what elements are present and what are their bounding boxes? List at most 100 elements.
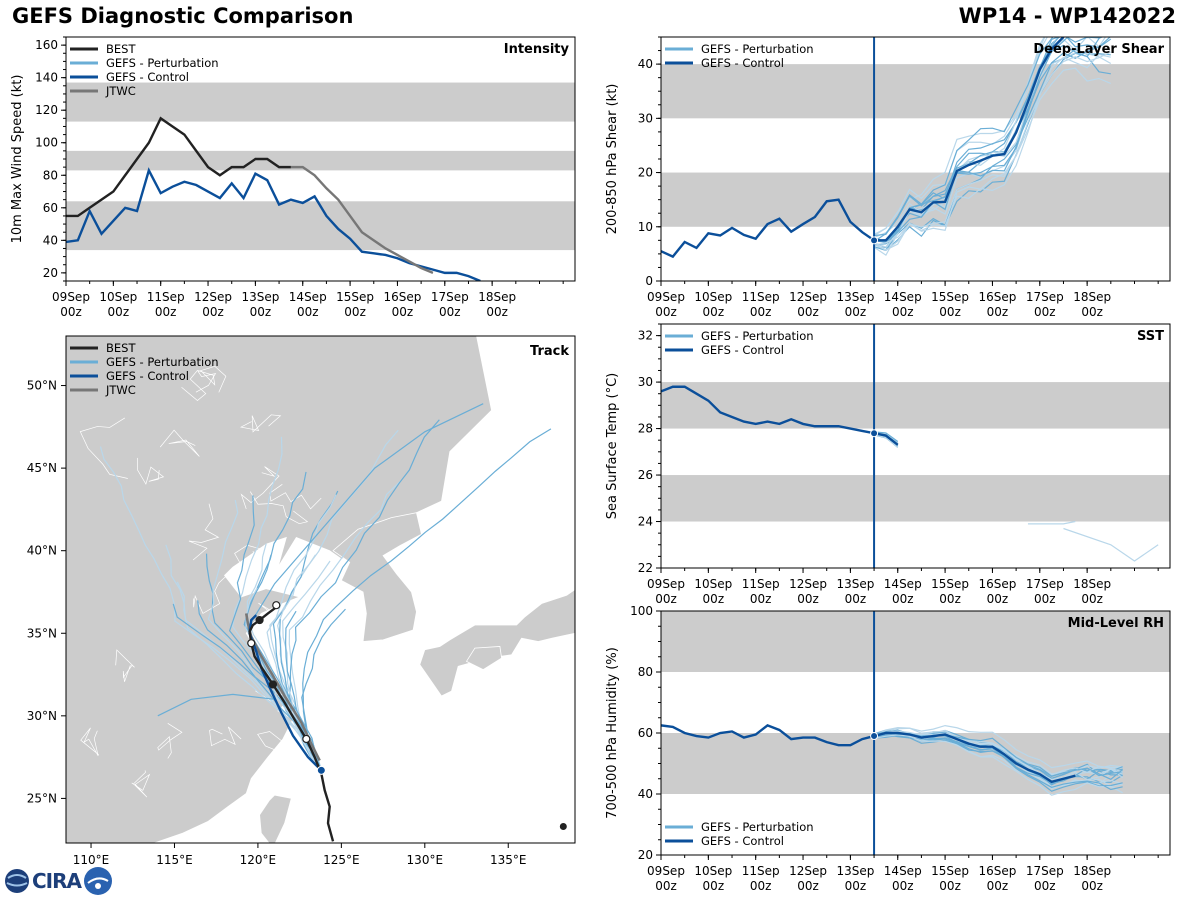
x-tick-hour: 00z bbox=[108, 305, 130, 319]
legend-label: GEFS - Perturbation bbox=[701, 42, 814, 56]
x-tick-label: 17Sep bbox=[1026, 290, 1064, 304]
panel-title: Mid-Level RH bbox=[1068, 616, 1164, 631]
x-tick-label: 15Sep bbox=[931, 290, 969, 304]
x-tick-label: 12Sep bbox=[194, 290, 232, 304]
x-tick-label: 11Sep bbox=[742, 577, 780, 591]
y-tick-label: 100 bbox=[630, 604, 653, 618]
perturbation-line bbox=[1063, 527, 1159, 562]
x-tick-hour: 00z bbox=[1081, 592, 1103, 606]
province-boundary bbox=[239, 414, 282, 433]
x-tick-hour: 00z bbox=[703, 305, 725, 319]
best-track-marker bbox=[559, 822, 567, 830]
x-tick-label: 10Sep bbox=[694, 864, 732, 878]
x-tick-label: 10Sep bbox=[694, 290, 732, 304]
series-line-best bbox=[66, 116, 291, 218]
x-tick-hour: 00z bbox=[60, 305, 82, 319]
x-tick-label: 15Sep bbox=[931, 577, 969, 591]
province-boundary bbox=[79, 417, 128, 479]
x-tick-label: 16Sep bbox=[978, 864, 1016, 878]
control-start-marker bbox=[316, 765, 326, 775]
x-tick-hour: 00z bbox=[987, 592, 1009, 606]
x-tick-label: 15Sep bbox=[931, 864, 969, 878]
best-track-marker bbox=[247, 639, 256, 648]
y-tick-label: 40 bbox=[638, 787, 653, 801]
x-tick-label: 09Sep bbox=[647, 290, 685, 304]
x-tick-label: 16Sep bbox=[978, 290, 1016, 304]
init-marker bbox=[870, 429, 879, 438]
perturbation-track bbox=[302, 428, 552, 771]
perturbation-line bbox=[874, 37, 1103, 242]
x-tick-label: 18Sep bbox=[1073, 864, 1111, 878]
perturbation-line bbox=[873, 730, 1123, 776]
x-tick-label: 12Sep bbox=[789, 290, 827, 304]
y-tick-label: 160 bbox=[35, 38, 58, 52]
x-tick-label: 11Sep bbox=[742, 864, 780, 878]
x-tick-hour: 00z bbox=[703, 879, 725, 893]
satellite-emblem-icon bbox=[84, 867, 112, 895]
y-axis-label: Sea Surface Temp (°C) bbox=[605, 373, 620, 520]
x-tick-hour: 00z bbox=[892, 879, 914, 893]
legend-label: GEFS - Perturbation bbox=[701, 329, 814, 343]
x-tick-label: 135°E bbox=[490, 853, 527, 867]
y-tick-label: 45°N bbox=[27, 461, 57, 475]
x-tick-label: 11Sep bbox=[147, 290, 185, 304]
x-tick-hour: 00z bbox=[987, 305, 1009, 319]
province-boundary bbox=[249, 491, 309, 525]
x-tick-label: 18Sep bbox=[478, 290, 516, 304]
x-tick-hour: 00z bbox=[1034, 592, 1056, 606]
province-boundary bbox=[137, 457, 165, 485]
plot-area bbox=[661, 324, 1170, 568]
panel-title: Intensity bbox=[504, 42, 570, 57]
x-tick-label: 120°E bbox=[240, 853, 277, 867]
y-tick-label: 120 bbox=[35, 103, 58, 117]
x-tick-label: 14Sep bbox=[884, 864, 922, 878]
x-tick-hour: 00z bbox=[297, 305, 319, 319]
y-tick-label: 40 bbox=[43, 233, 58, 247]
y-tick-label: 100 bbox=[35, 136, 58, 150]
x-tick-hour: 00z bbox=[892, 592, 914, 606]
legend-label: GEFS - Perturbation bbox=[701, 820, 814, 834]
x-tick-label: 110°E bbox=[73, 853, 110, 867]
legend-label: GEFS - Control bbox=[106, 70, 189, 84]
y-tick-label: 22 bbox=[638, 561, 653, 575]
x-tick-hour: 00z bbox=[655, 305, 677, 319]
x-tick-label: 09Sep bbox=[647, 577, 685, 591]
x-tick-hour: 00z bbox=[797, 305, 819, 319]
legend-label: GEFS - Perturbation bbox=[106, 355, 219, 369]
x-tick-label: 12Sep bbox=[789, 864, 827, 878]
x-tick-label: 13Sep bbox=[836, 864, 874, 878]
x-tick-hour: 00z bbox=[892, 305, 914, 319]
x-tick-hour: 00z bbox=[703, 592, 725, 606]
plot-area bbox=[661, 37, 1170, 281]
legend-label: BEST bbox=[106, 42, 136, 56]
x-tick-hour: 00z bbox=[939, 592, 961, 606]
x-tick-hour: 00z bbox=[987, 879, 1009, 893]
threshold-band bbox=[66, 82, 575, 122]
y-tick-label: 80 bbox=[638, 665, 653, 679]
legend-label: BEST bbox=[106, 341, 136, 355]
perturbation-line bbox=[873, 37, 1046, 237]
x-tick-label: 18Sep bbox=[1073, 290, 1111, 304]
threshold-band bbox=[661, 64, 1170, 119]
x-tick-hour: 00z bbox=[655, 879, 677, 893]
y-tick-label: 50°N bbox=[27, 379, 57, 393]
province-boundary bbox=[209, 726, 242, 747]
y-tick-label: 28 bbox=[638, 422, 653, 436]
y-tick-label: 25°N bbox=[27, 791, 57, 805]
x-tick-label: 14Sep bbox=[289, 290, 327, 304]
province-boundary bbox=[157, 722, 183, 759]
best-track-marker bbox=[302, 734, 311, 744]
x-tick-label: 10Sep bbox=[694, 577, 732, 591]
threshold-band bbox=[661, 611, 1170, 672]
x-tick-hour: 00z bbox=[1081, 879, 1103, 893]
axes-frame bbox=[660, 323, 1171, 569]
panel-title: SST bbox=[1137, 329, 1164, 344]
x-tick-label: 115°E bbox=[156, 853, 193, 867]
province-boundary bbox=[195, 365, 227, 393]
threshold-band bbox=[66, 150, 575, 171]
land-shikoku bbox=[465, 646, 503, 671]
